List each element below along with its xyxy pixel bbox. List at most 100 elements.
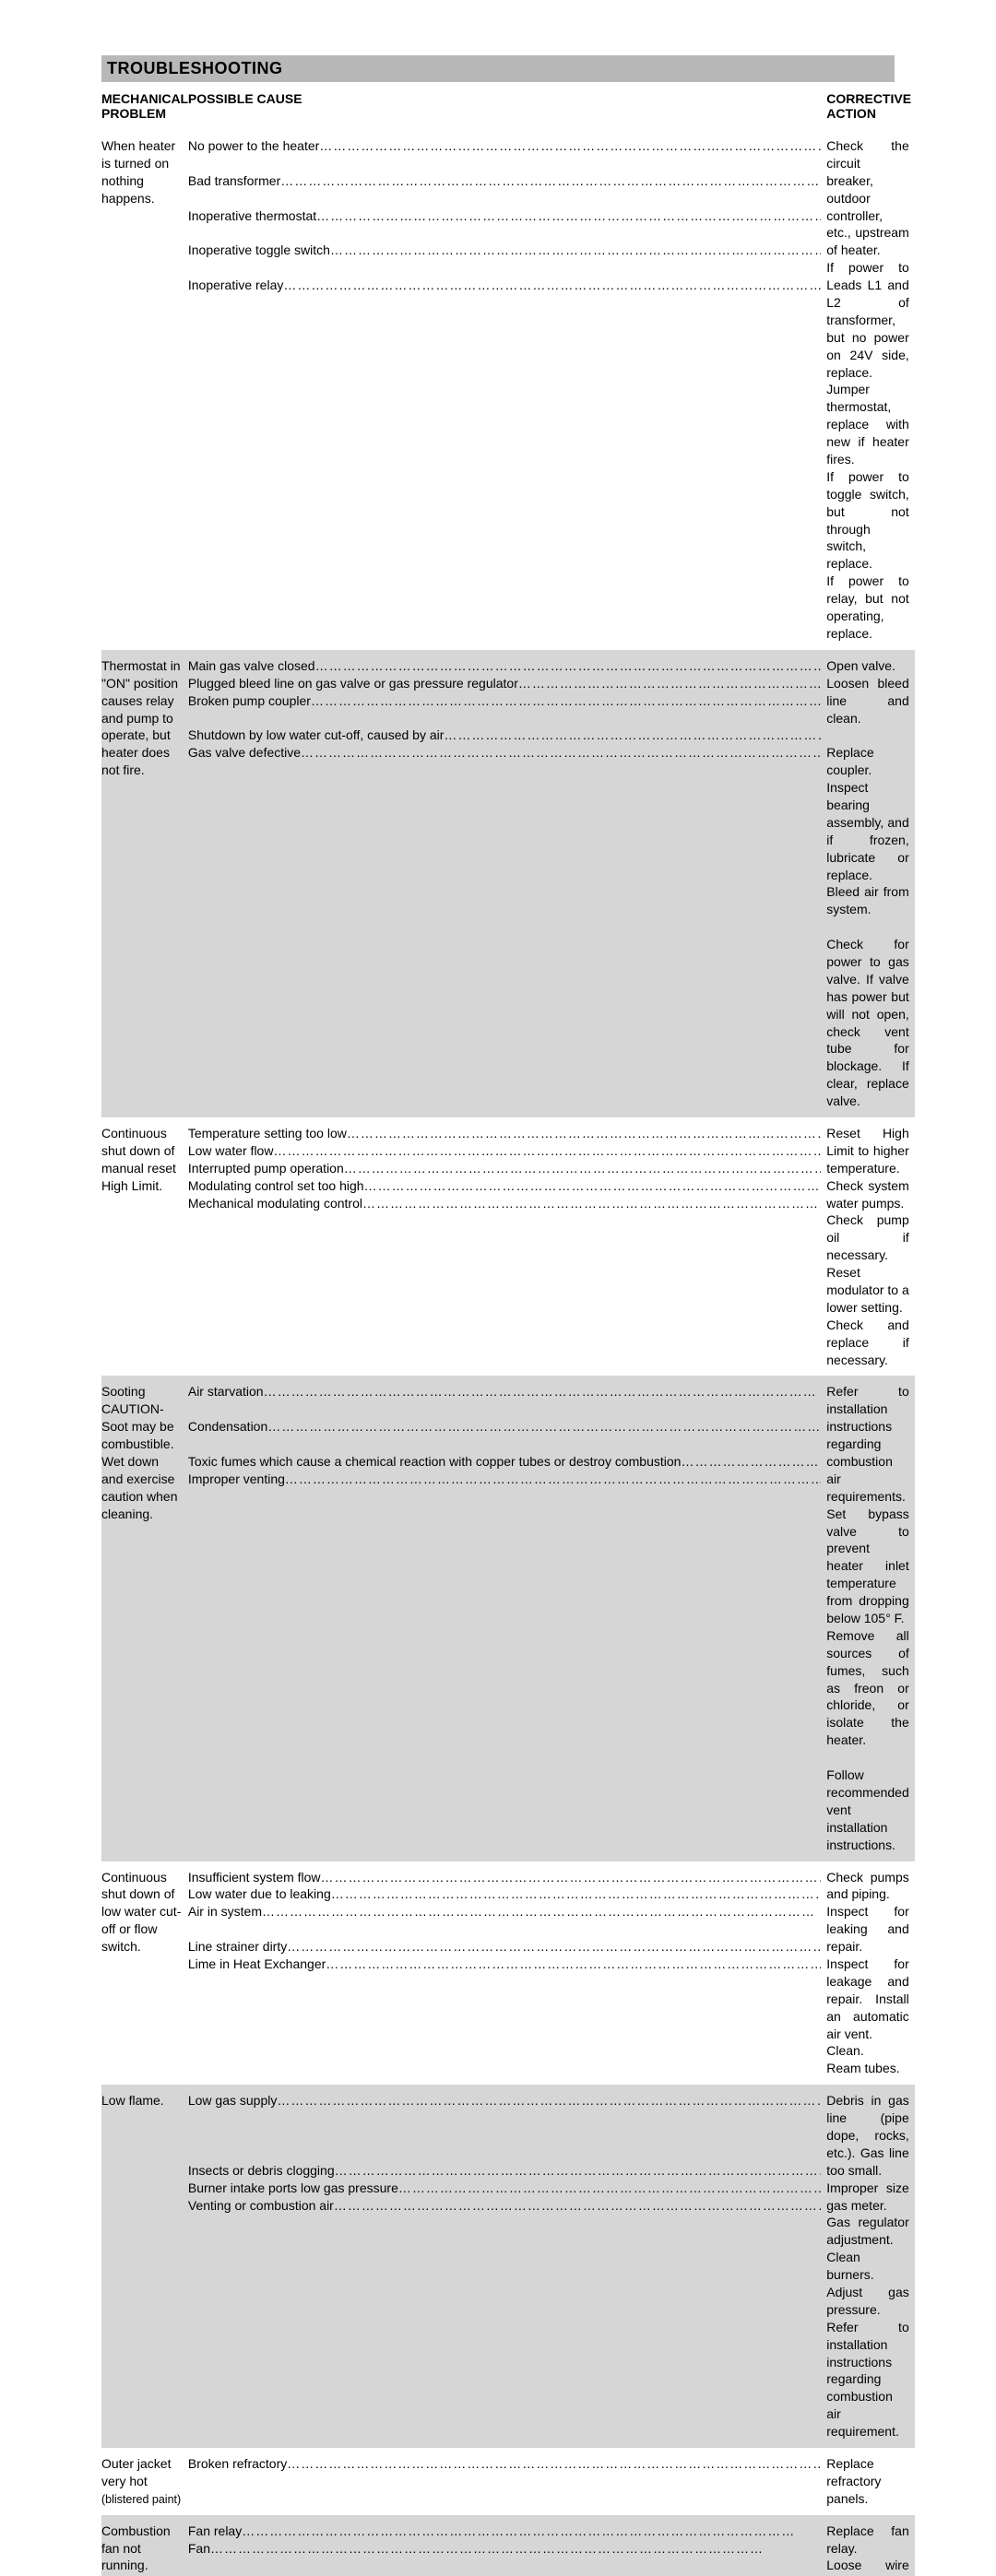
section-heading-bar: TROUBLESHOOTING xyxy=(101,55,895,82)
action-line: Replace refractory panels. xyxy=(826,2455,908,2508)
action-line: Clean burners. xyxy=(826,2249,908,2284)
action-line: If power to relay, but not operating, re… xyxy=(826,573,908,643)
action-line: If power to toggle switch, but not throu… xyxy=(826,468,908,573)
cause-line: Toxic fumes which cause a chemical react… xyxy=(188,1453,821,1471)
cause-line: Air in system………………………………………………………………………… xyxy=(188,1903,821,1920)
action-line: Bleed air from system. xyxy=(826,883,908,918)
cause-line: No power to the heater………………………………………………… xyxy=(188,137,821,155)
action-line: Check pumps and piping. xyxy=(826,1869,908,1904)
cause-line: Fan relay…………………………………………………………………………………… xyxy=(188,2523,821,2540)
action-line: Replace coupler. Inspect bearing assembl… xyxy=(826,744,908,883)
problem-cell: Continuous shut down of low water cut-of… xyxy=(101,1861,188,2086)
cause-cell: Broken refractory……………………………………………………………… xyxy=(188,2448,826,2515)
action-cell: Debris in gas line (pipe dope, rocks, et… xyxy=(826,2085,914,2448)
cause-line: Insufficient system flow…………………………………………… xyxy=(188,1869,821,1886)
table-section: Continuous shut down of manual reset Hig… xyxy=(101,1117,915,1376)
cause-cell: Fan relay…………………………………………………………………………………… xyxy=(188,2515,826,2576)
cause-line: Low water flow……………………………………………………………………… xyxy=(188,1142,821,1160)
cause-line: Fan…………………………………………………………………………………………………… xyxy=(188,2540,821,2558)
cause-line: Inoperative toggle switch………………………………………… xyxy=(188,242,821,259)
action-cell: Replace refractory panels. xyxy=(826,2448,914,2515)
table-section: When heater is turned on nothing happens… xyxy=(101,130,915,650)
cause-line: Interrupted pump operation……………………………………… xyxy=(188,1160,821,1177)
action-cell: Reset High Limit to higher temperature.C… xyxy=(826,1117,914,1376)
cause-line: Inoperative thermostat………………………………………………… xyxy=(188,207,821,225)
action-line: Inspect for leakage and repair. Install … xyxy=(826,1956,908,2042)
col-header-action: CORRECTIVE ACTION xyxy=(826,89,914,130)
problem-cell: Combustion fan not running. (If applicab… xyxy=(101,2515,188,2576)
action-line: Open valve. xyxy=(826,657,908,675)
cause-line: Inoperative relay……………………………………………………………… xyxy=(188,277,821,294)
cause-line: Bad transformer…………………………………………………………………… xyxy=(188,172,821,190)
action-cell: Refer to installation instructions regar… xyxy=(826,1376,914,1861)
table-section: Sooting CAUTION-Soot may be combustible.… xyxy=(101,1376,915,1861)
cause-cell: Low gas supply……………………………………………………………………… xyxy=(188,2085,826,2448)
action-line: Loose wire connection. Failed fan motor. xyxy=(826,2557,908,2576)
action-cell: Open valve.Loosen bleed line and clean. … xyxy=(826,650,914,1117)
action-line: Replace fan relay. xyxy=(826,2523,908,2558)
col-header-cause: POSSIBLE CAUSE xyxy=(188,89,826,130)
action-line: Debris in gas line (pipe dope, rocks, et… xyxy=(826,2092,908,2249)
table-section: Low flame.Low gas supply…………………………………………… xyxy=(101,2085,915,2448)
cause-line: Insects or debris clogging……………………………………… xyxy=(188,2162,821,2180)
action-line: Check for power to gas valve. If valve h… xyxy=(826,936,908,1110)
cause-cell: Air starvation……………………………………………………………………… xyxy=(188,1376,826,1861)
problem-cell: Low flame. xyxy=(101,2085,188,2448)
problem-cell: Thermostat in "ON" position causes relay… xyxy=(101,650,188,1117)
table-section: Continuous shut down of low water cut-of… xyxy=(101,1861,915,2086)
action-line: Jumper thermostat, replace with new if h… xyxy=(826,381,908,467)
section-heading: TROUBLESHOOTING xyxy=(107,59,889,78)
action-line: Check and replace if necessary. xyxy=(826,1317,908,1369)
cause-line: Broken pump coupler………………………………………………………… xyxy=(188,692,821,710)
cause-line: Condensation…………………………………………………………………………… xyxy=(188,1418,821,1436)
problem-cell: When heater is turned on nothing happens… xyxy=(101,130,188,650)
table-section: Outer jacket very hot (blistered paint)B… xyxy=(101,2448,915,2515)
action-line: Inspect for leaking and repair. xyxy=(826,1903,908,1956)
action-cell: Check pumps and piping.Inspect for leaki… xyxy=(826,1861,914,2086)
cause-cell: Main gas valve closed…………………………………………………… xyxy=(188,650,826,1117)
cause-line: Improper venting………………………………………………………………… xyxy=(188,1471,821,1488)
action-line: Refer to installation instructions regar… xyxy=(826,1383,908,1505)
action-line: Check system water pumps. xyxy=(826,1177,908,1212)
cause-line: Broken refractory……………………………………………………………… xyxy=(188,2455,821,2473)
cause-line: Main gas valve closed…………………………………………………… xyxy=(188,657,821,675)
cause-line: Low gas supply……………………………………………………………………… xyxy=(188,2092,821,2109)
action-line: Refer to installation instructions regar… xyxy=(826,2319,908,2440)
cause-line: Mechanical modulating control……………………………… xyxy=(188,1195,821,1212)
action-line: Ream tubes. xyxy=(826,2060,908,2077)
cause-line: Lime in Heat Exchanger………………………………………………… xyxy=(188,1956,821,1973)
cause-line: Burner intake ports low gas pressure…………… xyxy=(188,2180,821,2197)
action-line: Loosen bleed line and clean. xyxy=(826,675,908,727)
cause-line: Shutdown by low water cut-off, caused by… xyxy=(188,727,821,744)
action-line: If power to Leads L1 and L2 of transform… xyxy=(826,259,908,381)
problem-cell: Sooting CAUTION-Soot may be combustible.… xyxy=(101,1376,188,1861)
cause-cell: Temperature setting too low…………………………………… xyxy=(188,1117,826,1376)
cause-line: Gas valve defective………………………………………………………… xyxy=(188,744,821,762)
cause-cell: Insufficient system flow…………………………………………… xyxy=(188,1861,826,2086)
problem-cell: Outer jacket very hot (blistered paint) xyxy=(101,2448,188,2515)
problem-cell: Continuous shut down of manual reset Hig… xyxy=(101,1117,188,1376)
cause-line: Low water due to leaking…………………………………………… xyxy=(188,1885,821,1903)
action-line: Clean. xyxy=(826,2042,908,2060)
action-cell: Replace fan relay.Loose wire connection.… xyxy=(826,2515,914,2576)
action-line: Remove all sources of fumes, such as fre… xyxy=(826,1627,908,1749)
cause-line: Modulating control set too high………………………… xyxy=(188,1177,821,1195)
action-cell: Check the circuit breaker, outdoor contr… xyxy=(826,130,914,650)
table-section: Combustion fan not running. (If applicab… xyxy=(101,2515,915,2576)
table-section: Thermostat in "ON" position causes relay… xyxy=(101,650,915,1117)
action-line: Follow recommended vent installation ins… xyxy=(826,1767,908,1853)
action-line: Check pump oil if necessary. xyxy=(826,1211,908,1264)
cause-line: Plugged bleed line on gas valve or gas p… xyxy=(188,675,821,692)
troubleshooting-table: MECHANICAL PROBLEM POSSIBLE CAUSE CORREC… xyxy=(101,89,915,2576)
action-line: Reset High Limit to higher temperature. xyxy=(826,1125,908,1177)
cause-line: Temperature setting too low…………………………………… xyxy=(188,1125,821,1142)
action-line: Adjust gas pressure. xyxy=(826,2284,908,2319)
table-header-row: MECHANICAL PROBLEM POSSIBLE CAUSE CORREC… xyxy=(101,89,915,130)
cause-line: Air starvation……………………………………………………………………… xyxy=(188,1383,821,1400)
cause-cell: No power to the heater………………………………………………… xyxy=(188,130,826,650)
col-header-problem: MECHANICAL PROBLEM xyxy=(101,89,188,130)
action-line: Reset modulator to a lower setting. xyxy=(826,1264,908,1317)
action-line: Check the circuit breaker, outdoor contr… xyxy=(826,137,908,259)
cause-line: Venting or combustion air………………………………………… xyxy=(188,2197,821,2215)
cause-line: Line strainer dirty………………………………………………………… xyxy=(188,1938,821,1956)
